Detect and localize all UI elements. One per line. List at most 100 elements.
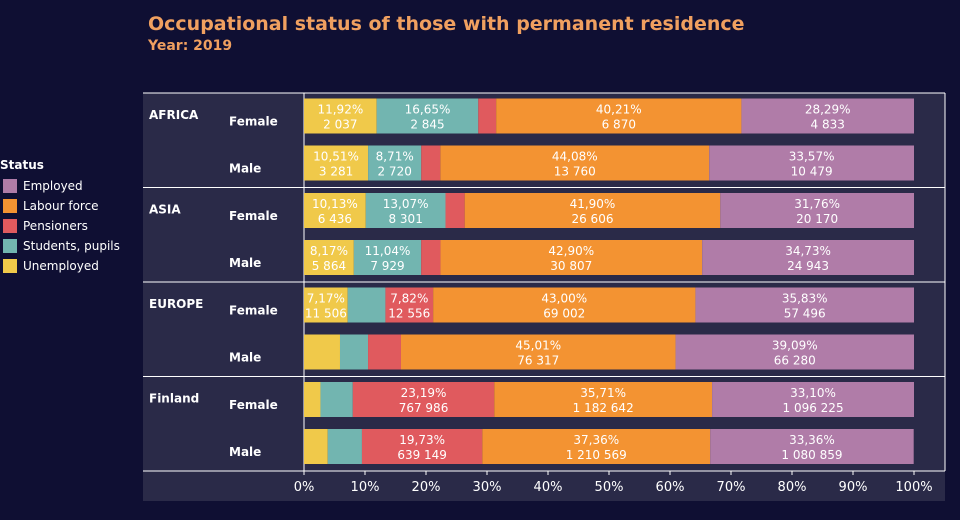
data-label-percent: 10,13%: [312, 197, 358, 211]
bar-segment: [320, 382, 353, 417]
bar-segment: [304, 193, 366, 228]
data-label-percent: 23,19%: [401, 386, 447, 400]
bar-segment: [709, 145, 914, 181]
legend-item: Unemployed: [0, 256, 120, 276]
legend-item: Students, pupils: [0, 236, 120, 256]
bar-segment: [385, 287, 434, 323]
chart-title: Occupational status of those with perman…: [148, 13, 745, 35]
row-label: Male: [229, 445, 261, 459]
bar-segment: [304, 334, 340, 370]
legend-item: Labour force: [0, 196, 120, 216]
row-label: Female: [229, 115, 278, 129]
bar-segment: [368, 145, 422, 181]
x-tick-label: 0%: [294, 480, 315, 495]
data-label-percent: 45,01%: [515, 339, 561, 353]
legend: Status Employed Labour force Pensioners Stu…: [0, 158, 120, 276]
data-label-count: 2 720: [377, 165, 411, 179]
data-label-count: 2 037: [323, 118, 357, 132]
row-label: Male: [229, 351, 261, 365]
data-label-count: 3 281: [319, 165, 353, 179]
data-label-count: 69 002: [543, 307, 585, 321]
bar-segment: [421, 145, 441, 181]
row-label: Female: [229, 304, 278, 318]
data-label-percent: 13,07%: [383, 197, 429, 211]
bar-segment: [304, 287, 348, 323]
data-label-count: 26 606: [571, 212, 613, 226]
x-tick-label: 40%: [534, 480, 563, 495]
data-label-count: 639 149: [397, 448, 447, 462]
data-label-count: 4 833: [811, 118, 845, 132]
data-label-count: 76 317: [517, 354, 559, 368]
data-label-percent: 7,82%: [390, 292, 428, 306]
x-tick-label: 80%: [778, 480, 807, 495]
bar-segment: [464, 193, 721, 228]
data-label-count: 767 986: [399, 401, 449, 415]
bar-segment: [304, 145, 369, 181]
legend-swatch: [3, 179, 17, 193]
data-label-count: 12 556: [388, 307, 430, 321]
bar-segment: [327, 429, 362, 464]
data-label-count: 13 760: [554, 165, 596, 179]
bar-segment: [368, 334, 401, 370]
bar-segment: [496, 98, 742, 134]
legend-swatch: [3, 239, 17, 253]
data-label-count: 6 436: [318, 212, 352, 226]
bar-segment: [695, 287, 914, 323]
data-label-percent: 33,36%: [789, 433, 835, 447]
data-label-percent: 37,36%: [573, 433, 619, 447]
data-label-count: 1 210 569: [566, 448, 627, 462]
x-tick-label: 100%: [895, 480, 932, 495]
row-label: Female: [229, 209, 278, 223]
legend-swatch: [3, 259, 17, 273]
data-label-percent: 16,65%: [405, 103, 451, 117]
legend-title: Status: [0, 158, 44, 172]
bar-segment: [720, 193, 914, 228]
data-label-count: 2 845: [410, 118, 444, 132]
bar-segment: [339, 334, 369, 370]
data-label-percent: 11,92%: [317, 103, 363, 117]
bar-segment: [353, 240, 422, 275]
data-label-percent: 35,83%: [782, 292, 828, 306]
group-label: ASIA: [149, 203, 181, 217]
group-label: EUROPE: [149, 297, 203, 311]
bar-segment: [741, 98, 914, 134]
data-label-count: 66 280: [774, 354, 816, 368]
bar-segment: [712, 382, 914, 417]
legend-swatch: [3, 199, 17, 213]
data-label-percent: 11,04%: [365, 244, 411, 258]
group-label: AFRICA: [149, 108, 199, 122]
group-label: Finland: [149, 392, 199, 406]
data-label-count: 6 870: [602, 118, 636, 132]
data-label-count: 24 943: [787, 259, 829, 273]
data-label-percent: 44,08%: [552, 150, 598, 164]
data-label-count: 1 182 642: [573, 401, 634, 415]
bar-segment: [710, 429, 914, 464]
bar-segment: [440, 240, 703, 275]
data-label-percent: 7,17%: [307, 292, 345, 306]
bar-segment: [675, 334, 914, 370]
legend-label: Employed: [23, 179, 83, 193]
data-label-percent: 19,73%: [399, 433, 445, 447]
bar-segment: [376, 98, 479, 134]
bar-segment: [702, 240, 914, 275]
legend-label: Pensioners: [23, 219, 88, 233]
data-label-percent: 8,71%: [376, 150, 414, 164]
bar-segment: [361, 429, 483, 464]
data-label-percent: 35,71%: [580, 386, 626, 400]
legend-swatch: [3, 219, 17, 233]
bar-segment: [482, 429, 711, 464]
legend-item: Pensioners: [0, 216, 120, 236]
x-tick-label: 70%: [717, 480, 746, 495]
data-label-count: 8 301: [388, 212, 422, 226]
bar-segment: [445, 193, 465, 228]
data-label-percent: 31,76%: [794, 197, 840, 211]
bar-segment: [365, 193, 446, 228]
data-label-percent: 41,90%: [570, 197, 616, 211]
bar-segment: [478, 98, 497, 134]
bar-segment: [304, 382, 321, 417]
x-tick-label: 60%: [656, 480, 685, 495]
chart-subtitle: Year: 2019: [148, 38, 233, 54]
bar-segment: [440, 145, 710, 181]
data-label-percent: 40,21%: [596, 103, 642, 117]
